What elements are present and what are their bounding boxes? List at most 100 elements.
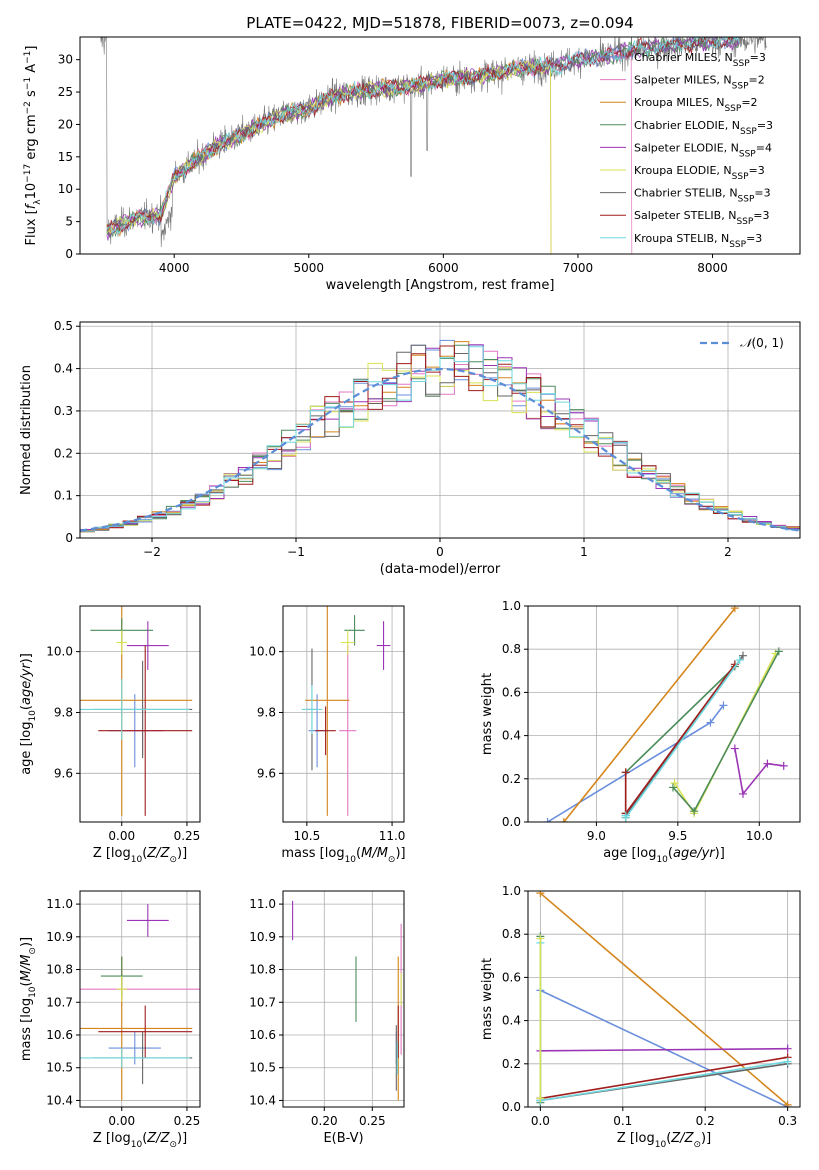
x-tick-label: 2 bbox=[724, 545, 732, 559]
x-axis-label: Z [log10(Z/Z⊙)] bbox=[617, 1131, 711, 1150]
axes-frame bbox=[79, 36, 801, 255]
histogram-kroupa-elodie bbox=[80, 362, 800, 533]
weight-marker bbox=[774, 647, 783, 656]
y-tick-label: 9.6 bbox=[257, 766, 276, 780]
axes-frame bbox=[527, 890, 801, 1108]
y-tick-label: 0 bbox=[65, 531, 73, 545]
weight-marker bbox=[783, 1100, 792, 1107]
y-tick-label: 11.0 bbox=[249, 897, 276, 911]
weight-marker bbox=[706, 718, 715, 727]
axes-frame bbox=[282, 605, 405, 823]
y-tick-label: 1.0 bbox=[502, 884, 521, 898]
weight-marker bbox=[763, 759, 772, 768]
x-tick-label: 0.3 bbox=[778, 1114, 797, 1128]
x-axis-label: mass [log10(M/M⊙)] bbox=[281, 846, 405, 865]
legend-label: Salpeter MILES, NSSP=2 bbox=[634, 74, 765, 92]
y-axis-label: Normed distribution bbox=[19, 365, 34, 495]
x-tick-label: 6000 bbox=[428, 261, 459, 275]
axes-frame bbox=[527, 605, 801, 823]
weight-marker bbox=[543, 818, 552, 822]
y-tick-label: 10.9 bbox=[46, 930, 73, 944]
x-axis-label: age [log10(age/yr)] bbox=[603, 846, 725, 865]
weight-marker bbox=[621, 768, 630, 777]
y-axis-label: Flux [fλ10−17 erg cm−2 s−1 A−1] bbox=[23, 46, 43, 246]
weight-marker bbox=[738, 651, 747, 660]
weight-marker bbox=[670, 779, 679, 788]
y-tick-label: 20 bbox=[58, 117, 73, 131]
legend-label: Chabrier ELODIE, NSSP=3 bbox=[634, 119, 773, 137]
y-tick-label: 0.4 bbox=[502, 1014, 521, 1028]
weight-marker bbox=[559, 818, 568, 822]
legend-label: Chabrier MILES, NSSP=3 bbox=[634, 51, 766, 69]
x-axis-label: Z [log10(Z/Z⊙)] bbox=[93, 846, 187, 865]
axes-frame bbox=[282, 890, 405, 1108]
legend-label: Salpeter ELODIE, NSSP=4 bbox=[634, 141, 772, 159]
y-tick-label: 15 bbox=[58, 150, 73, 164]
x-tick-label: 0.20 bbox=[311, 1114, 338, 1128]
y-tick-label: 25 bbox=[58, 85, 73, 99]
y-tick-label: 9.6 bbox=[54, 766, 73, 780]
plot-area bbox=[80, 904, 200, 1101]
weight-marker bbox=[783, 1044, 792, 1053]
y-axis-label: mass [log10(M/M⊙)] bbox=[19, 937, 38, 1061]
weight-line bbox=[540, 1047, 788, 1052]
y-axis-label: mass weight bbox=[480, 958, 495, 1040]
panel-age_vs_Z: 0.00 0.25 9.6 9.8 10.0 Z [log10(Z/Z⊙)] age [lo… bbox=[19, 605, 201, 865]
weight-marker bbox=[738, 789, 747, 798]
y-tick-label: 10.8 bbox=[249, 963, 276, 977]
x-tick-label: 0.00 bbox=[108, 1114, 135, 1128]
panel-residuals: −2 −1 0 1 2 0 0.1 0.2 0.3 0.4 0.5 (data-model)/erro… bbox=[19, 319, 801, 577]
panel-mass_vs_ebv: 0.20 0.25 10.4 10.5 10.6 10.7 10.8 10.9 11.0 E(B-… bbox=[249, 890, 405, 1146]
y-tick-label: 0.4 bbox=[54, 362, 73, 376]
y-tick-label: 0.3 bbox=[54, 404, 73, 418]
weight-marker bbox=[536, 1094, 545, 1103]
y-tick-label: 10.6 bbox=[249, 1028, 276, 1042]
y-tick-label: 30 bbox=[58, 53, 73, 67]
plot-area bbox=[301, 606, 391, 816]
y-tick-label: 0.8 bbox=[502, 927, 521, 941]
weight-marker bbox=[719, 701, 728, 710]
weight-marker bbox=[779, 761, 788, 770]
y-tick-label: 10.9 bbox=[249, 930, 276, 944]
plot-area bbox=[80, 606, 193, 816]
y-tick-label: 11.0 bbox=[46, 897, 73, 911]
model-line-kroupa-elodie bbox=[106, 59, 552, 254]
y-tick-label: 9.8 bbox=[54, 705, 73, 719]
y-tick-label: 10.6 bbox=[46, 1028, 73, 1042]
x-tick-label: −1 bbox=[287, 545, 305, 559]
x-tick-label: 9.0 bbox=[587, 829, 606, 843]
y-tick-label: 0.0 bbox=[502, 1100, 521, 1114]
y-tick-label: 0.0 bbox=[502, 815, 521, 829]
y-tick-label: 0.4 bbox=[502, 729, 521, 743]
y-tick-label: 10.7 bbox=[46, 995, 73, 1009]
y-tick-label: 10.4 bbox=[249, 1093, 276, 1107]
chart-title: PLATE=0422, MJD=51878, FIBERID=0073, z=0… bbox=[246, 14, 633, 32]
legend-label: Kroupa STELIB, NSSP=3 bbox=[634, 232, 762, 250]
weight-marker bbox=[668, 783, 677, 792]
weight-marker bbox=[735, 656, 744, 664]
x-tick-label: 8000 bbox=[697, 261, 728, 275]
x-tick-label: 0.25 bbox=[174, 1114, 201, 1128]
y-tick-label: 10.4 bbox=[46, 1093, 73, 1107]
legend-label: Chabrier STELIB, NSSP=3 bbox=[634, 187, 771, 205]
panel-weight_vs_age: 9.0 9.5 10.0 0.0 0.2 0.4 0.6 0.8 1.0 age [log10(a… bbox=[480, 599, 801, 865]
axes-frame bbox=[79, 890, 201, 1108]
y-tick-label: 10.7 bbox=[249, 995, 276, 1009]
y-tick-label: 10.0 bbox=[46, 645, 73, 659]
x-tick-label: 10.5 bbox=[293, 829, 320, 843]
x-tick-label: −2 bbox=[143, 545, 161, 559]
y-tick-label: 0.2 bbox=[502, 1057, 521, 1071]
x-tick-label: 0.25 bbox=[174, 829, 201, 843]
legend-label: Salpeter STELIB, NSSP=3 bbox=[634, 209, 770, 227]
x-tick-label: 0 bbox=[436, 545, 444, 559]
normal-curve bbox=[80, 367, 800, 532]
x-axis-label: (data-model)/error bbox=[380, 562, 501, 577]
plot-area bbox=[292, 900, 402, 1101]
weight-marker bbox=[621, 813, 630, 822]
x-tick-label: 9.5 bbox=[668, 829, 687, 843]
x-tick-label: 5000 bbox=[294, 261, 325, 275]
x-tick-label: 0.2 bbox=[696, 1114, 715, 1128]
panel-weight_vs_Z: 0.0 0.1 0.2 0.3 0.0 0.2 0.4 0.6 0.8 1.0 Z [log10(Z… bbox=[480, 884, 801, 1150]
x-tick-label: 7000 bbox=[563, 261, 594, 275]
